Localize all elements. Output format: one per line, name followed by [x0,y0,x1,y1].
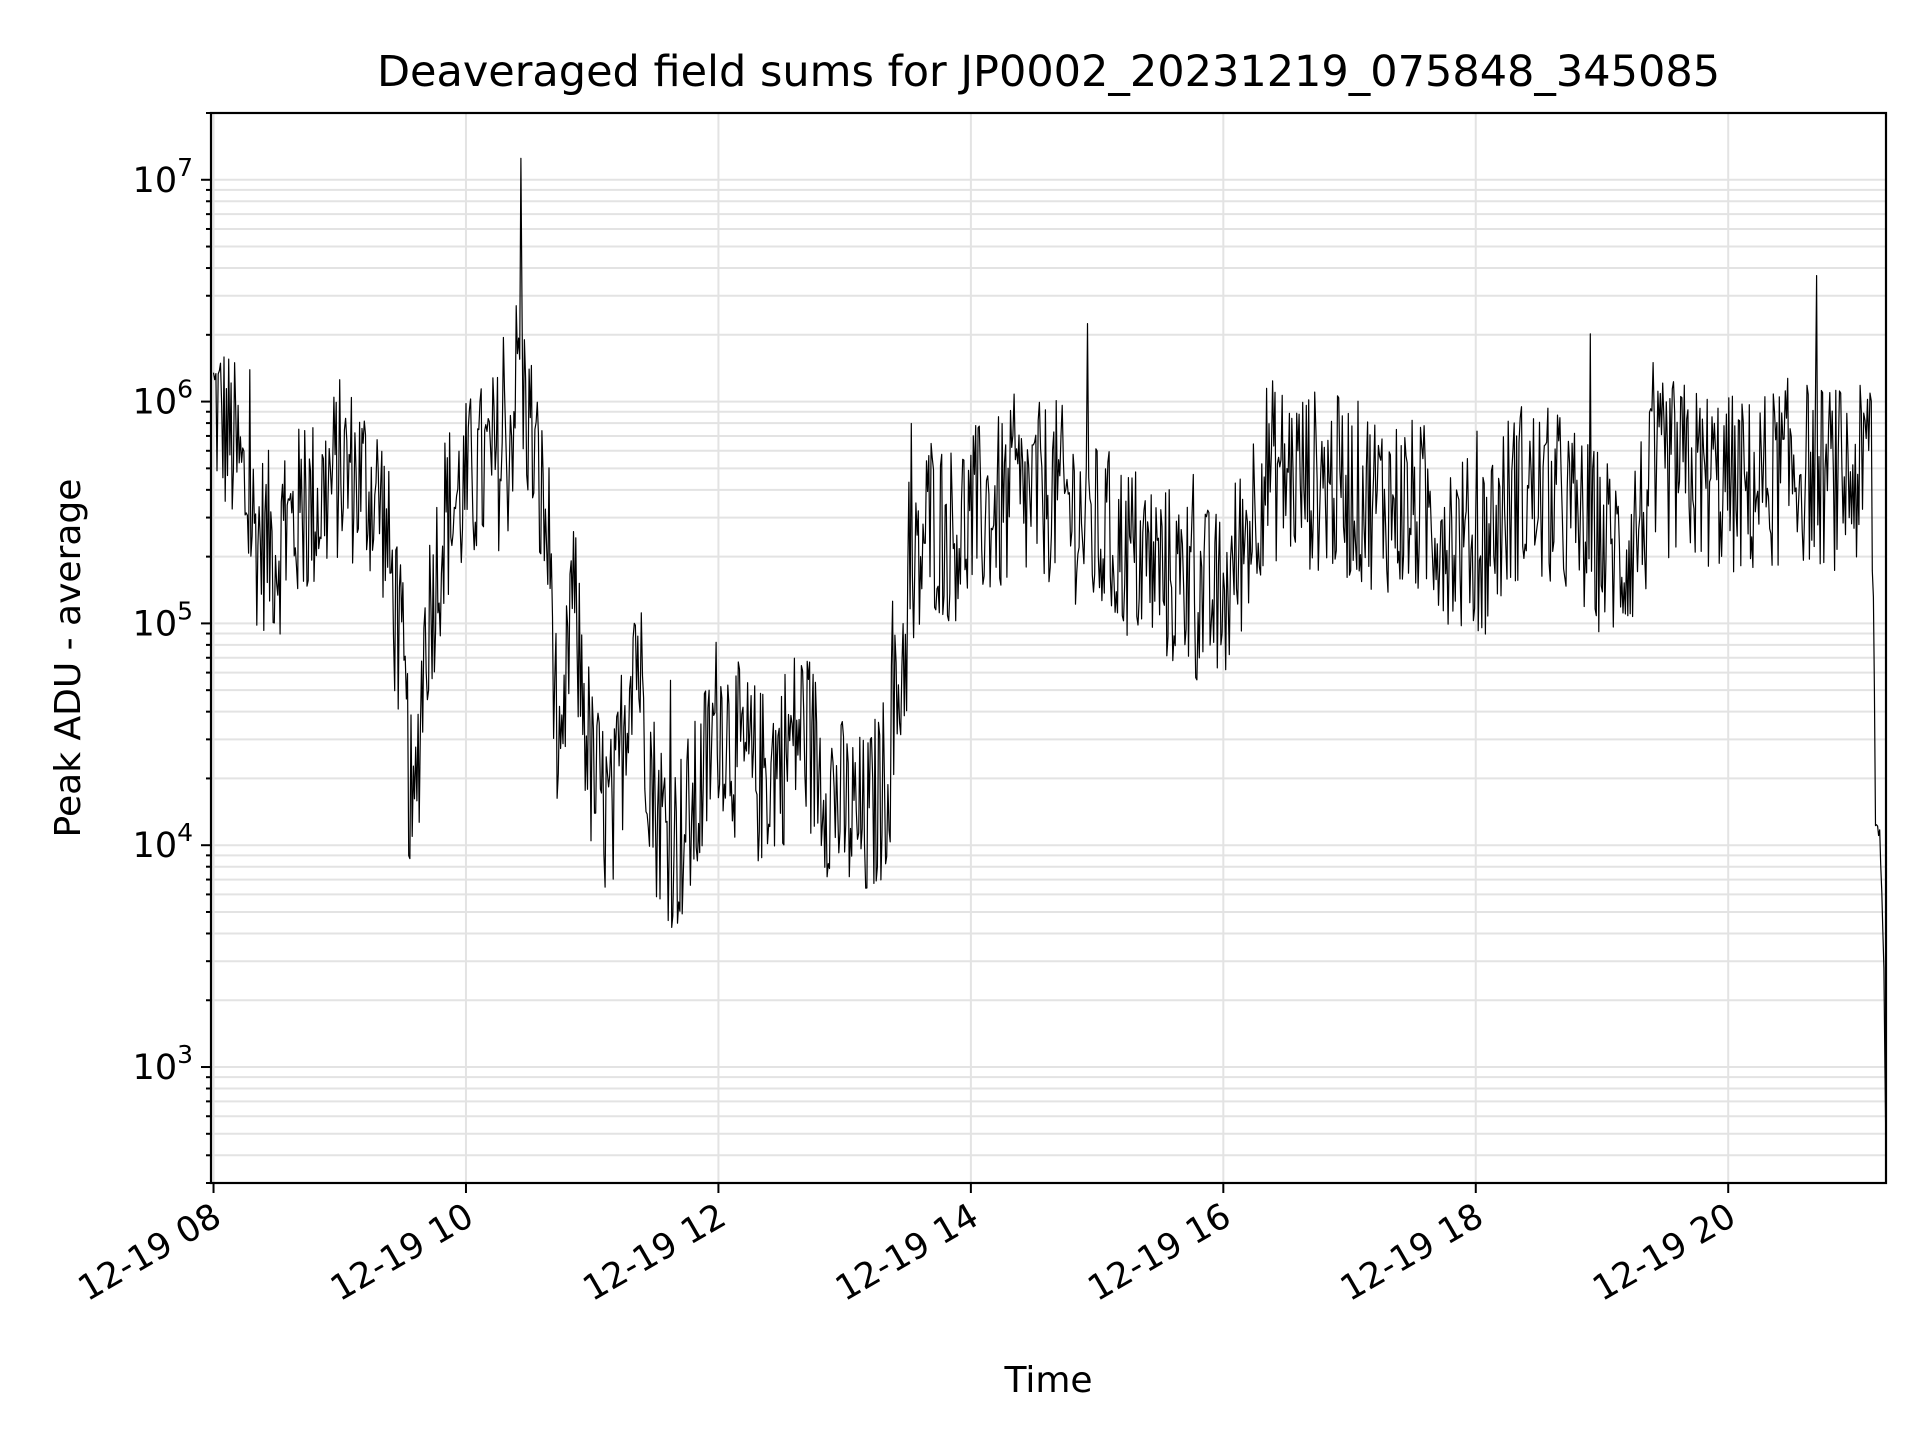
data-layer [212,157,1887,1156]
y-tick-exponent: 3 [177,1040,193,1069]
x-axis-label: Time [1003,1360,1092,1401]
data-series-line [212,157,1887,1156]
y-tick-exponent: 6 [177,375,193,404]
y-tick-base: 10 [133,826,178,866]
y-tick-exponent: 4 [177,818,193,847]
y-tick-base: 10 [133,1048,178,1088]
y-tick-label: 107 [133,153,193,201]
y-axis-label: Peak ADU - average [48,479,89,838]
y-tick-label: 104 [133,818,193,866]
y-tick-label: 103 [133,1040,193,1088]
y-tick-base: 10 [133,604,178,644]
plot-frame [209,111,1888,1185]
y-tick-exponent: 5 [177,596,193,625]
y-tick-label: 106 [133,375,193,423]
y-tick-label: 105 [133,596,193,644]
y-tick-base: 10 [133,383,178,423]
grid [211,112,1886,1184]
y-tick-base: 10 [133,161,178,201]
y-tick-exponent: 7 [177,153,193,182]
chart-title: Deaveraged field sums for JP0002_2023121… [377,47,1720,97]
